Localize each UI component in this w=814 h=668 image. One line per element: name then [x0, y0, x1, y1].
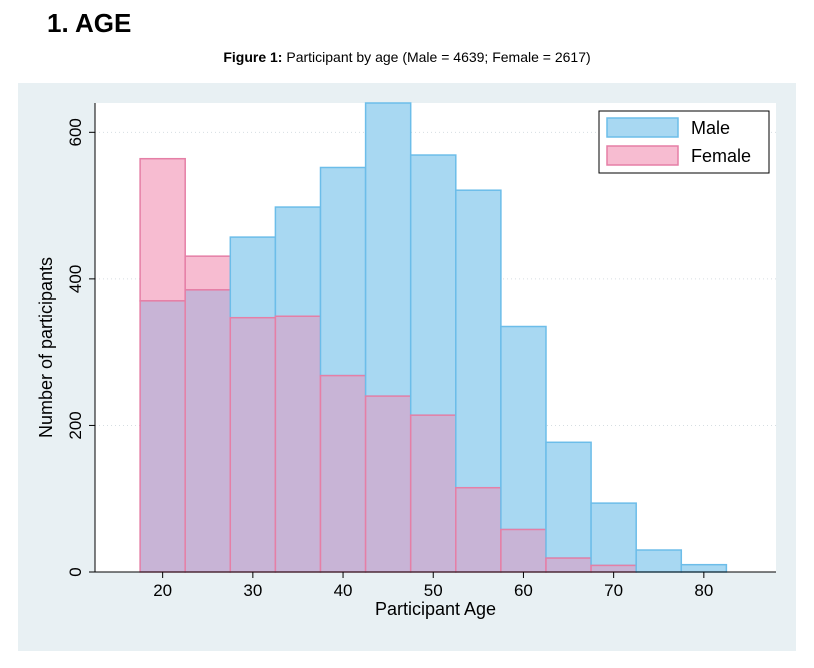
x-tick-label-80: 80 — [694, 581, 713, 600]
male-bar-4 — [319, 166, 367, 377]
y-tick-label-400: 400 — [66, 265, 85, 293]
male-bar-8 — [500, 325, 547, 531]
figure-caption-label: Figure 1: — [223, 49, 283, 65]
legend: Male Female — [598, 110, 770, 174]
legend-label-female: Female — [691, 146, 751, 166]
histogram-chart: 20 30 40 50 60 70 80 0 200 400 600 Male Female Part… — [36, 102, 776, 619]
female-bar-0 — [139, 157, 186, 302]
x-tick-label-30: 30 — [243, 581, 262, 600]
legend-swatch-female — [606, 145, 679, 166]
male-bar-5 — [364, 102, 412, 397]
figure-caption: Figure 1: Participant by age (Male = 463… — [0, 49, 814, 65]
x-tick-label-70: 70 — [604, 581, 623, 600]
x-axis-title: Participant Age — [375, 599, 496, 619]
overlap-bar-2 — [229, 316, 277, 573]
overlap-bar-1 — [184, 289, 232, 573]
male-bar-10 — [590, 502, 637, 567]
x-tick-label-60: 60 — [514, 581, 533, 600]
overlap-bar-7 — [455, 486, 502, 573]
section-heading: 1. AGE — [47, 8, 132, 38]
overlap-bar-10 — [590, 564, 637, 573]
male-bar-6 — [409, 154, 457, 416]
x-tick-label-20: 20 — [153, 581, 172, 600]
axes: 20 30 40 50 60 70 80 0 200 400 600 — [66, 103, 776, 600]
female-bar-1 — [184, 255, 232, 291]
y-tick-label-600: 600 — [66, 118, 85, 146]
x-tick-label-40: 40 — [334, 581, 353, 600]
overlap-bar-9 — [545, 557, 592, 573]
male-bar-9 — [545, 441, 592, 559]
male-bar-12 — [680, 563, 728, 573]
x-tick-label-50: 50 — [424, 581, 443, 600]
y-tick-label-0: 0 — [66, 567, 85, 576]
legend-swatch-male — [606, 117, 679, 138]
male-bar-3 — [274, 206, 322, 317]
male-bar-7 — [455, 189, 502, 489]
figure-caption-text: Participant by age (Male = 4639; Female … — [282, 49, 591, 65]
overlap-bar-6 — [409, 414, 457, 573]
y-axis-title: Number of participants — [36, 257, 56, 438]
legend-label-male: Male — [691, 118, 730, 138]
y-tick-label-200: 200 — [66, 411, 85, 439]
male-bar-2 — [229, 236, 277, 319]
overlap-bar-3 — [274, 315, 322, 573]
overlap-bar-5 — [364, 395, 412, 573]
chart-panel: 20 30 40 50 60 70 80 0 200 400 600 Male Female Part… — [18, 83, 796, 651]
male-bar-11 — [635, 549, 683, 573]
overlap-bar-0 — [139, 300, 186, 573]
overlap-bar-4 — [319, 374, 367, 573]
overlap-bar-8 — [500, 528, 547, 573]
